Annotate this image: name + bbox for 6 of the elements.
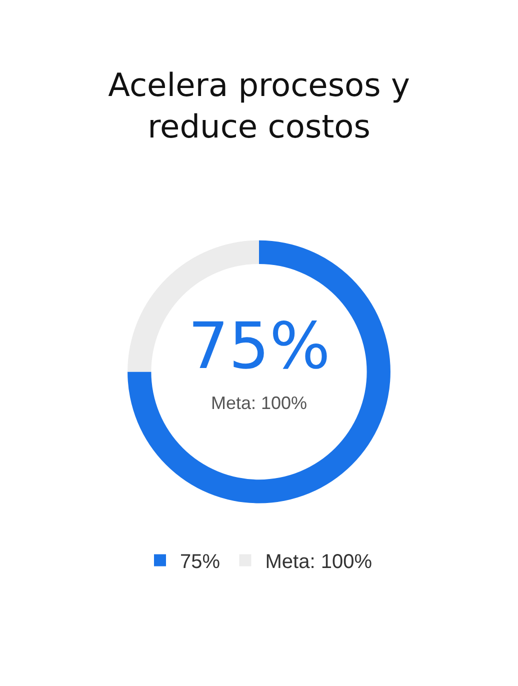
donut-slice	[128, 240, 390, 504]
text: 75%	[188, 310, 330, 384]
chart-title: Acelera procesos y reduce costos	[108, 66, 410, 146]
legend-label: Meta: 100%	[265, 551, 372, 574]
text: Meta: 100%	[211, 393, 308, 413]
legend-label: 75%	[180, 551, 220, 574]
